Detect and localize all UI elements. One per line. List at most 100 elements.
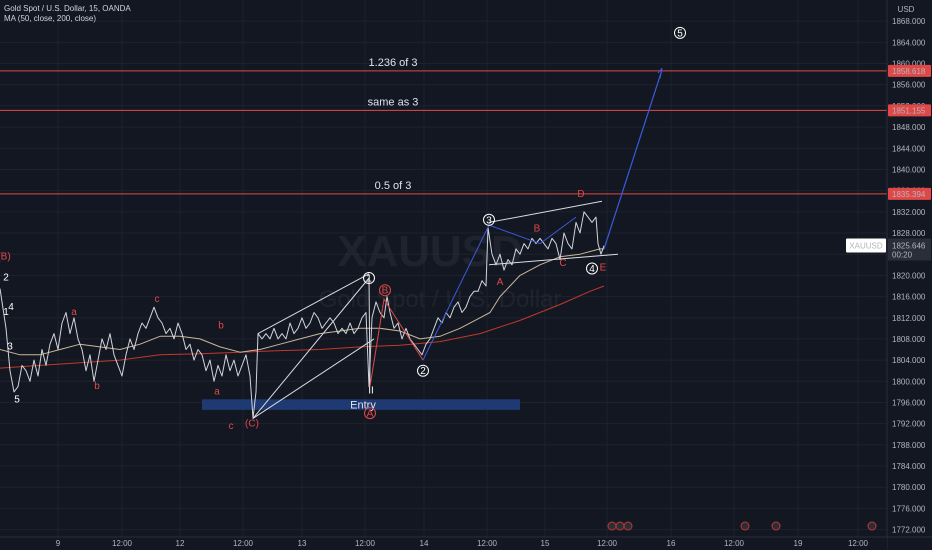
time-axis[interactable] (0, 537, 887, 550)
wave-label: a (214, 387, 220, 398)
triangle-line (488, 200, 603, 223)
event-marker[interactable] (740, 521, 750, 531)
currency-label: USD (898, 5, 915, 14)
symbol-legend: Gold Spot / U.S. Dollar, 15, OANDA (4, 4, 131, 13)
event-marker[interactable] (623, 521, 633, 531)
wave-label: c (229, 421, 234, 432)
wave-label: II (368, 385, 374, 396)
wave-line-red (369, 297, 424, 387)
event-marker[interactable] (615, 521, 625, 531)
y-tick-label: 1776.000 (892, 504, 926, 513)
wave-5-projection (603, 69, 663, 250)
wave-label-circled: 2 (420, 366, 426, 377)
wave-circle (586, 262, 598, 275)
wave-label-circled: 1 (366, 274, 372, 285)
wave-label: B (534, 223, 541, 234)
y-tick-label: 1796.000 (892, 398, 926, 407)
channel-line (252, 338, 375, 419)
wave-circle (363, 272, 375, 285)
x-tick-label: 9 (56, 539, 61, 548)
x-tick-label: 12:00 (112, 539, 133, 548)
triangle-line (488, 253, 619, 266)
x-tick-label: 13 (298, 539, 307, 548)
channel-line (257, 273, 370, 335)
y-tick-label: 1848.000 (892, 123, 926, 132)
y-tick-label: 1832.000 (892, 208, 926, 217)
y-tick-label: 1820.000 (892, 271, 926, 280)
wave-circle (417, 364, 429, 377)
ma200-line (0, 285, 605, 369)
level-price-text: 1835.394 (892, 190, 926, 199)
wave-label: C (559, 258, 566, 269)
y-tick-label: 1792.000 (892, 420, 926, 429)
y-tick-label: 1844.000 (892, 144, 926, 153)
entry-zone[interactable] (202, 399, 520, 410)
wave-label: b (94, 381, 100, 392)
level-price-badge (888, 64, 931, 77)
x-tick-label: 12:00 (477, 539, 498, 548)
y-tick-label: 1816.000 (892, 293, 926, 302)
y-tick-label: 1812.000 (892, 314, 926, 323)
event-marker[interactable] (607, 521, 617, 531)
wave-label: (C) (245, 418, 259, 429)
level-text: same as 3 (368, 96, 419, 108)
y-tick-label: 1840.000 (892, 165, 926, 174)
x-tick-label: 12:00 (233, 539, 254, 548)
price-axis[interactable] (887, 0, 932, 550)
wave-circle (364, 407, 376, 420)
wave-label: c (155, 294, 160, 305)
wave-label-circled: A (367, 409, 374, 420)
y-tick-label: 1800.000 (892, 377, 926, 386)
symbol-tag (846, 238, 886, 253)
y-tick-label: 1868.000 (892, 17, 926, 26)
wave-line (252, 277, 370, 419)
x-tick-label: 12 (176, 539, 185, 548)
y-tick-label: 1856.000 (892, 81, 926, 90)
entry-label: Entry (350, 400, 376, 412)
wave-label: 2 (3, 273, 9, 284)
x-tick-label: 15 (541, 539, 550, 548)
wave-label: D (577, 189, 584, 200)
level-price-badge (888, 104, 931, 117)
event-marker[interactable] (771, 521, 781, 531)
wave-label: b (218, 320, 224, 331)
y-tick-label: 1860.000 (892, 60, 926, 69)
y-tick-label: 1864.000 (892, 38, 926, 47)
wave-label: 1 (3, 307, 9, 318)
y-tick-label: 1808.000 (892, 335, 926, 344)
wave-label: 5 (14, 394, 20, 405)
y-tick-label: 1828.000 (892, 229, 926, 238)
wave-circle (379, 284, 391, 297)
level-price-text: 1858.618 (892, 67, 926, 76)
wave-label: A (497, 277, 504, 288)
ma-legend: MA (50, close, 200, close) (4, 14, 97, 23)
wave-circle (674, 26, 686, 39)
x-tick-label: 16 (667, 539, 676, 548)
wave-label: 3 (7, 342, 13, 353)
countdown-text: 00:20 (892, 250, 913, 259)
wave-label-circled: 4 (589, 264, 595, 275)
wave-label: E (600, 263, 607, 274)
wave-label: (B) (0, 251, 11, 262)
wave-line-blue (488, 216, 577, 245)
y-tick-label: 1784.000 (892, 462, 926, 471)
wave-circle (483, 213, 495, 226)
wave-label-circled: B (382, 286, 389, 297)
symbol-tag-text: XAUUSD (849, 241, 883, 250)
wave-label-circled: 3 (486, 215, 492, 226)
wave-label-circled: 5 (677, 28, 683, 39)
x-tick-label: 19 (794, 539, 803, 548)
chart-legend: Gold Spot / U.S. Dollar, 15, OANDA MA (5… (4, 4, 131, 24)
watermark-name: Gold Spot / U.S. Dollar (319, 286, 562, 313)
x-tick-label: 14 (420, 539, 429, 548)
wave-label: 4 (8, 302, 14, 313)
x-tick-label: 12:00 (724, 539, 745, 548)
price-line (0, 211, 605, 419)
level-text: 0.5 of 3 (375, 180, 412, 192)
level-price-badge (888, 187, 931, 200)
current-price-badge (888, 238, 931, 261)
event-marker[interactable] (867, 521, 877, 531)
wave-line-blue (422, 224, 490, 361)
y-tick-label: 1780.000 (892, 483, 926, 492)
